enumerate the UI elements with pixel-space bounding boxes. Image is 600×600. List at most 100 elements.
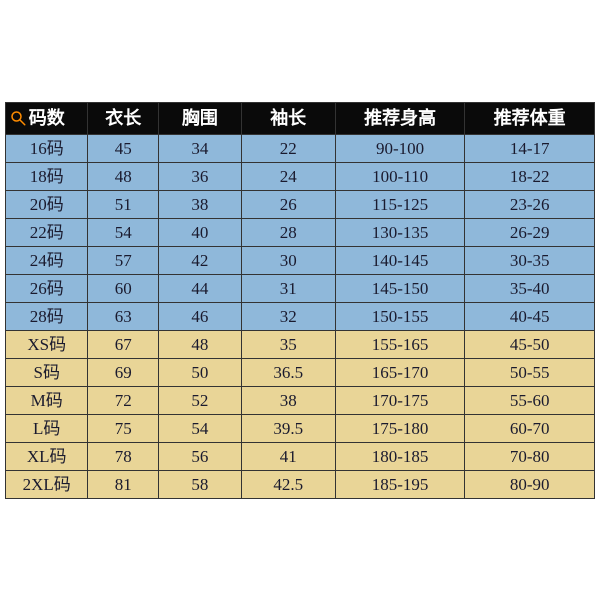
table-cell: 22 [241, 134, 335, 162]
table-cell: 42 [159, 246, 241, 274]
table-cell: 28 [241, 218, 335, 246]
size-table: 码数 衣长 胸围 袖长 推荐身高 推荐体重 16码45342290-10014-1718码… [5, 102, 595, 499]
table-cell: 16码 [6, 134, 88, 162]
table-cell: 140-145 [335, 246, 465, 274]
table-cell: XS码 [6, 330, 88, 358]
table-cell: 20码 [6, 190, 88, 218]
column-header-label: 胸围 [182, 108, 218, 128]
table-cell: 24 [241, 162, 335, 190]
table-cell: 35 [241, 330, 335, 358]
table-cell: 58 [159, 470, 241, 498]
table-cell: 24码 [6, 246, 88, 274]
table-cell: 45 [88, 134, 159, 162]
table-cell: 35-40 [465, 274, 595, 302]
table-cell: 60-70 [465, 414, 595, 442]
table-cell: 50 [159, 358, 241, 386]
table-row: L码755439.5175-18060-70 [6, 414, 595, 442]
column-header-label: 推荐身高 [364, 108, 436, 128]
table-cell: 34 [159, 134, 241, 162]
table-cell: 130-135 [335, 218, 465, 246]
table-cell: 18-22 [465, 162, 595, 190]
column-header: 码数 [6, 102, 88, 134]
table-cell: 14-17 [465, 134, 595, 162]
column-header-label: 推荐体重 [494, 108, 566, 128]
table-cell: 165-170 [335, 358, 465, 386]
table-cell: 55-60 [465, 386, 595, 414]
table-cell: 36 [159, 162, 241, 190]
table-cell: 38 [241, 386, 335, 414]
table-header-row: 码数 衣长 胸围 袖长 推荐身高 推荐体重 [6, 102, 595, 134]
table-row: 2XL码815842.5185-19580-90 [6, 470, 595, 498]
table-cell: 40-45 [465, 302, 595, 330]
column-header-label: 衣长 [105, 108, 141, 128]
table-cell: 50-55 [465, 358, 595, 386]
table-cell: 31 [241, 274, 335, 302]
table-cell: 32 [241, 302, 335, 330]
table-row: 16码45342290-10014-17 [6, 134, 595, 162]
table-cell: 175-180 [335, 414, 465, 442]
table-row: 20码513826115-12523-26 [6, 190, 595, 218]
table-cell: 57 [88, 246, 159, 274]
table-cell: 56 [159, 442, 241, 470]
table-cell: 26码 [6, 274, 88, 302]
table-row: XS码674835155-16545-50 [6, 330, 595, 358]
table-cell: 48 [159, 330, 241, 358]
table-cell: 48 [88, 162, 159, 190]
table-cell: 67 [88, 330, 159, 358]
column-header: 胸围 [159, 102, 241, 134]
search-icon [9, 109, 27, 127]
table-cell: XL码 [6, 442, 88, 470]
table-cell: 72 [88, 386, 159, 414]
table-cell: 46 [159, 302, 241, 330]
column-header: 推荐体重 [465, 102, 595, 134]
table-row: 18码483624100-11018-22 [6, 162, 595, 190]
column-header: 推荐身高 [335, 102, 465, 134]
table-cell: 90-100 [335, 134, 465, 162]
table-row: 26码604431145-15035-40 [6, 274, 595, 302]
table-cell: 170-175 [335, 386, 465, 414]
table-cell: 78 [88, 442, 159, 470]
table-cell: 54 [159, 414, 241, 442]
table-row: XL码785641180-18570-80 [6, 442, 595, 470]
column-header-label: 码数 [29, 108, 65, 128]
table-cell: 36.5 [241, 358, 335, 386]
table-cell: 22码 [6, 218, 88, 246]
table-cell: 145-150 [335, 274, 465, 302]
table-cell: 42.5 [241, 470, 335, 498]
table-row: 22码544028130-13526-29 [6, 218, 595, 246]
column-header: 衣长 [88, 102, 159, 134]
table-cell: L码 [6, 414, 88, 442]
table-cell: M码 [6, 386, 88, 414]
table-row: 24码574230140-14530-35 [6, 246, 595, 274]
table-cell: 75 [88, 414, 159, 442]
table-cell: 155-165 [335, 330, 465, 358]
table-cell: 180-185 [335, 442, 465, 470]
table-cell: 69 [88, 358, 159, 386]
table-cell: 51 [88, 190, 159, 218]
table-cell: 150-155 [335, 302, 465, 330]
table-cell: 100-110 [335, 162, 465, 190]
table-cell: 38 [159, 190, 241, 218]
table-row: M码725238170-17555-60 [6, 386, 595, 414]
table-cell: 41 [241, 442, 335, 470]
table-cell: 44 [159, 274, 241, 302]
table-cell: 45-50 [465, 330, 595, 358]
table-cell: 26 [241, 190, 335, 218]
table-cell: 81 [88, 470, 159, 498]
table-cell: 2XL码 [6, 470, 88, 498]
column-header: 袖长 [241, 102, 335, 134]
table-cell: 28码 [6, 302, 88, 330]
table-cell: 26-29 [465, 218, 595, 246]
table-cell: 185-195 [335, 470, 465, 498]
table-cell: 115-125 [335, 190, 465, 218]
table-cell: 30-35 [465, 246, 595, 274]
table-cell: 30 [241, 246, 335, 274]
table-cell: 40 [159, 218, 241, 246]
table-cell: 39.5 [241, 414, 335, 442]
table-row: S码695036.5165-17050-55 [6, 358, 595, 386]
table-cell: 70-80 [465, 442, 595, 470]
table-cell: 52 [159, 386, 241, 414]
table-row: 28码634632150-15540-45 [6, 302, 595, 330]
table-cell: 60 [88, 274, 159, 302]
size-chart: 码数 衣长 胸围 袖长 推荐身高 推荐体重 16码45342290-10014-1718码… [5, 102, 595, 499]
